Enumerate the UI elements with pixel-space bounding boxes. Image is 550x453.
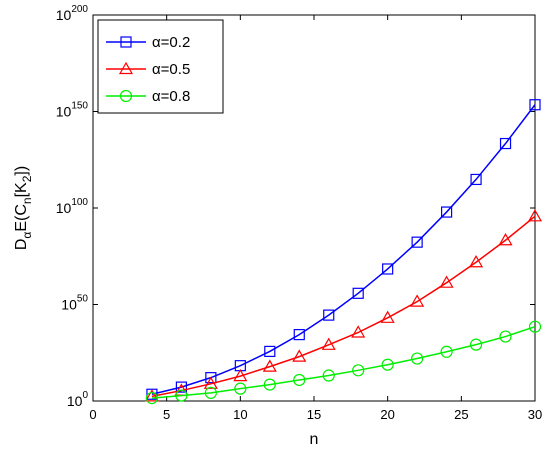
- data-point: [262, 359, 277, 372]
- data-point: [204, 386, 217, 399]
- data-point: [351, 325, 366, 338]
- data-point: [411, 352, 424, 365]
- data-point: [469, 255, 484, 268]
- data-point: [528, 320, 542, 333]
- data-point: [321, 337, 336, 350]
- series-2: [144, 209, 543, 402]
- data-point: [382, 263, 394, 275]
- data-point: [410, 294, 425, 307]
- data-point: [322, 369, 335, 382]
- data-point: [380, 310, 395, 323]
- data-point: [499, 330, 512, 343]
- series-layer: [144, 99, 543, 405]
- x-tick-label: 15: [307, 407, 321, 422]
- data-point: [411, 236, 423, 248]
- legend-items: α=0.2 α=0.5 α=0.8: [106, 34, 190, 105]
- data-point: [499, 137, 512, 150]
- data-point: [323, 309, 335, 321]
- data-point: [233, 368, 248, 382]
- y-tick-label: 1050: [61, 294, 88, 313]
- data-point: [263, 378, 276, 391]
- x-tick-label: 0: [89, 407, 96, 422]
- svg-text:DαE(Cn[K2]): DαE(Cn[K2]): [13, 166, 34, 250]
- data-point: [470, 173, 482, 186]
- y-axis-label: DαE(Cn[K2]): [13, 166, 34, 250]
- data-point: [234, 382, 247, 395]
- data-point: [352, 287, 364, 299]
- data-point: [352, 364, 365, 377]
- legend-label: α=0.2: [152, 34, 190, 51]
- data-point: [292, 349, 307, 362]
- data-point: [498, 233, 513, 246]
- data-point: [203, 376, 218, 389]
- y-axis-ticks: 100 1050 10100 10150 10200: [56, 4, 535, 409]
- data-point: [144, 389, 159, 402]
- data-point: [293, 329, 305, 341]
- data-point: [440, 345, 453, 358]
- series-1: [146, 99, 541, 400]
- data-point: [145, 392, 159, 405]
- y-tick-label: 100: [67, 390, 89, 409]
- data-point: [293, 373, 306, 387]
- legend-marker: [119, 89, 133, 103]
- series-3: [145, 320, 542, 405]
- legend-item: α=0.2: [106, 34, 190, 51]
- y-tick-label: 10200: [56, 4, 89, 23]
- data-point: [441, 206, 453, 218]
- x-tick-label: 25: [454, 407, 468, 422]
- y-tick-label: 10100: [56, 197, 89, 216]
- data-point: [381, 358, 394, 371]
- data-point: [264, 345, 276, 357]
- x-tick-label: 10: [233, 407, 247, 422]
- legend-label: α=0.8: [152, 88, 190, 105]
- x-axis-ticks: 0 5 10 15 20 25 30: [89, 15, 542, 422]
- data-point: [439, 275, 454, 288]
- data-point: [175, 381, 187, 393]
- y-tick-label: 10150: [56, 101, 89, 120]
- legend-marker: [120, 36, 132, 48]
- legend-item: α=0.5: [106, 61, 190, 78]
- legend-item: α=0.8: [106, 88, 190, 105]
- data-point: [527, 209, 543, 222]
- legend-label: α=0.5: [152, 61, 190, 78]
- x-tick-label: 20: [380, 407, 394, 422]
- x-tick-label: 5: [163, 407, 170, 422]
- data-point: [469, 338, 483, 351]
- data-point: [529, 99, 541, 111]
- data-point: [175, 389, 188, 402]
- data-point: [205, 372, 217, 384]
- legend: α=0.2 α=0.5 α=0.8: [97, 19, 224, 114]
- legend-box: [97, 19, 224, 114]
- x-axis-label: n: [310, 431, 319, 448]
- x-tick-label: 30: [528, 407, 542, 422]
- legend-marker: [118, 61, 134, 75]
